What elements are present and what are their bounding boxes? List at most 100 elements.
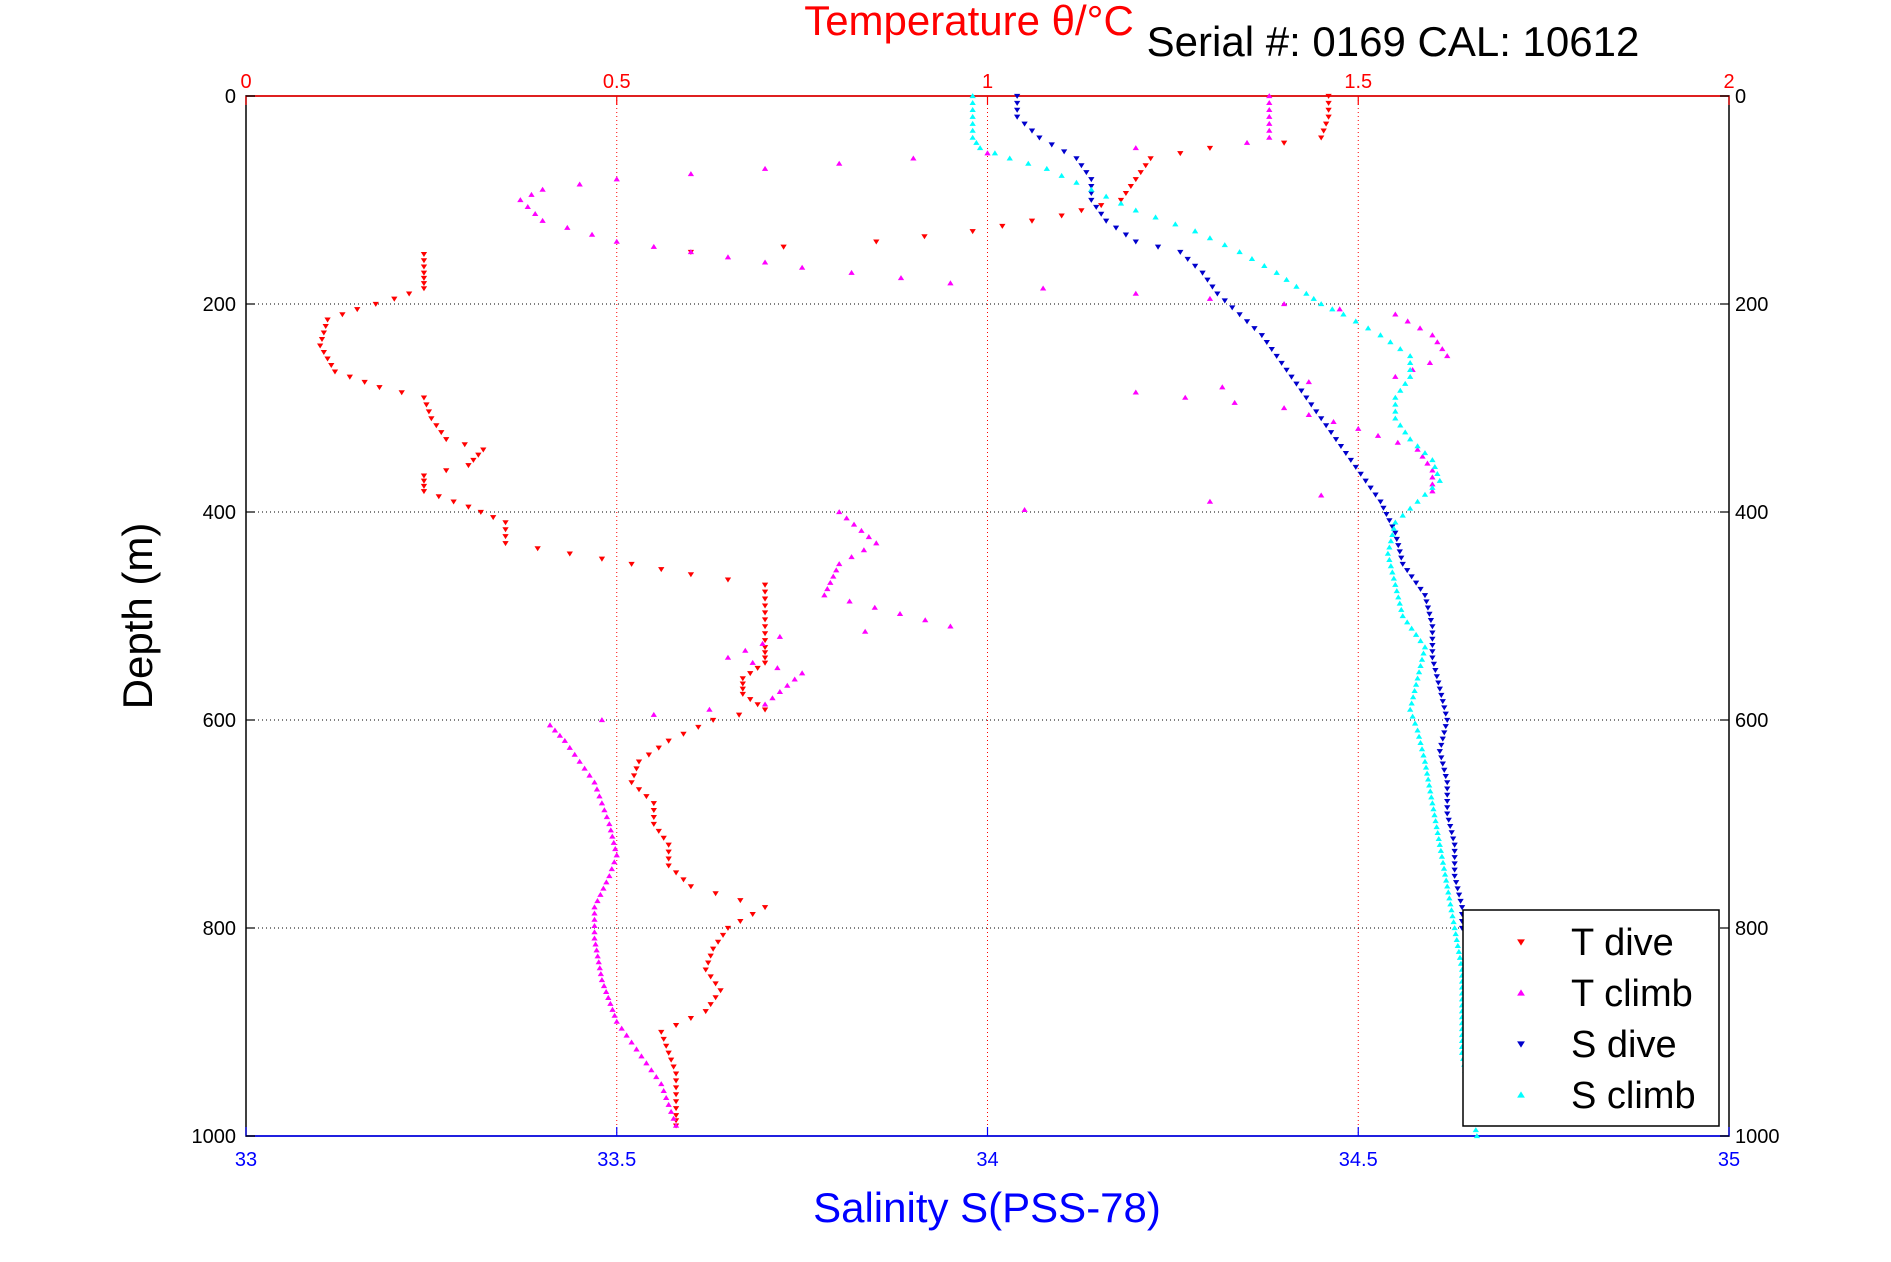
data-point [1438, 742, 1445, 748]
data-point [774, 665, 781, 671]
data-point [1184, 256, 1191, 262]
data-point [1088, 184, 1095, 190]
data-point [1386, 544, 1393, 550]
data-point [539, 186, 546, 192]
data-point [1021, 121, 1028, 127]
data-point [665, 863, 672, 869]
data-point [1433, 674, 1440, 680]
data-point [1083, 170, 1090, 176]
data-point [1429, 630, 1436, 636]
data-point [420, 270, 428, 276]
data-point [425, 409, 433, 415]
data-point [1408, 574, 1415, 580]
data-point [1427, 618, 1435, 624]
data-point [769, 695, 776, 701]
salinity-tick-label: 35 [1718, 1149, 1740, 1171]
data-point [1014, 100, 1021, 106]
data-point [1048, 142, 1055, 148]
data-point [361, 379, 368, 385]
data-point [428, 416, 435, 422]
data-point [1451, 861, 1458, 867]
data-point [749, 659, 756, 665]
data-point [1444, 786, 1451, 792]
data-point [420, 473, 428, 479]
data-point [391, 296, 398, 302]
data-point [1457, 898, 1464, 904]
data-point [650, 243, 657, 249]
data-point [372, 301, 379, 307]
data-point [672, 1071, 680, 1077]
data-point [1432, 818, 1439, 824]
temperature-axis-ticks: 0 0.5 1 1.5 2 [240, 71, 1735, 105]
data-point [821, 592, 828, 598]
data-point [1436, 477, 1443, 483]
data-point [1397, 422, 1404, 428]
data-point [1102, 218, 1110, 224]
data-point [761, 650, 769, 656]
data-point [1093, 204, 1100, 210]
data-point [551, 727, 559, 733]
data-point [776, 689, 784, 695]
data-point [1444, 805, 1451, 811]
data-point [848, 269, 855, 275]
data-point [1447, 901, 1454, 907]
data-point [318, 336, 326, 343]
data-point [1380, 505, 1387, 511]
data-point [984, 150, 991, 156]
data-point [1399, 613, 1406, 619]
series-t-climb [517, 93, 1451, 1128]
data-point [672, 1099, 680, 1105]
data-series [317, 93, 1481, 1139]
data-point [1412, 681, 1420, 687]
data-point [663, 1094, 670, 1100]
data-point [1429, 649, 1436, 655]
data-point [1293, 283, 1300, 289]
data-point [1177, 151, 1184, 157]
depth-tick-label: 600 [203, 710, 236, 732]
data-point [1397, 346, 1404, 352]
data-point [1206, 145, 1214, 151]
data-point [665, 849, 672, 855]
temperature-tick-label: 0 [240, 71, 251, 93]
data-point [710, 717, 717, 723]
data-point [1384, 550, 1392, 556]
data-point [663, 1043, 670, 1049]
data-point [1455, 948, 1463, 954]
data-point [1221, 242, 1228, 248]
data-point [490, 515, 497, 521]
data-point [638, 1053, 645, 1059]
data-point [1436, 686, 1443, 692]
data-point [1206, 498, 1214, 504]
data-point [1204, 277, 1211, 283]
data-point [1409, 694, 1417, 700]
data-point [1347, 457, 1354, 463]
data-point [324, 317, 331, 323]
data-point [561, 737, 568, 743]
depth-tick-label: 600 [1735, 710, 1768, 732]
data-point [1389, 569, 1396, 575]
data-point [1444, 353, 1451, 359]
data-point [1387, 563, 1395, 569]
data-point [737, 918, 744, 924]
data-point [1273, 269, 1280, 275]
data-point [1377, 332, 1384, 338]
data-point [1392, 530, 1399, 536]
data-point [1387, 538, 1395, 544]
data-point [735, 712, 743, 718]
data-point [480, 447, 487, 453]
data-point [1439, 346, 1446, 352]
data-point [605, 994, 612, 1000]
data-point [1310, 295, 1317, 301]
data-point [833, 567, 840, 573]
data-point [1280, 140, 1288, 146]
data-point [896, 611, 904, 617]
salinity-tick-label: 34 [976, 1149, 998, 1171]
data-point [645, 752, 653, 758]
data-point [576, 181, 583, 187]
data-point [848, 554, 855, 560]
data-point [1419, 453, 1426, 459]
data-point [702, 1009, 709, 1015]
data-point [665, 842, 672, 848]
data-point [1142, 163, 1149, 169]
